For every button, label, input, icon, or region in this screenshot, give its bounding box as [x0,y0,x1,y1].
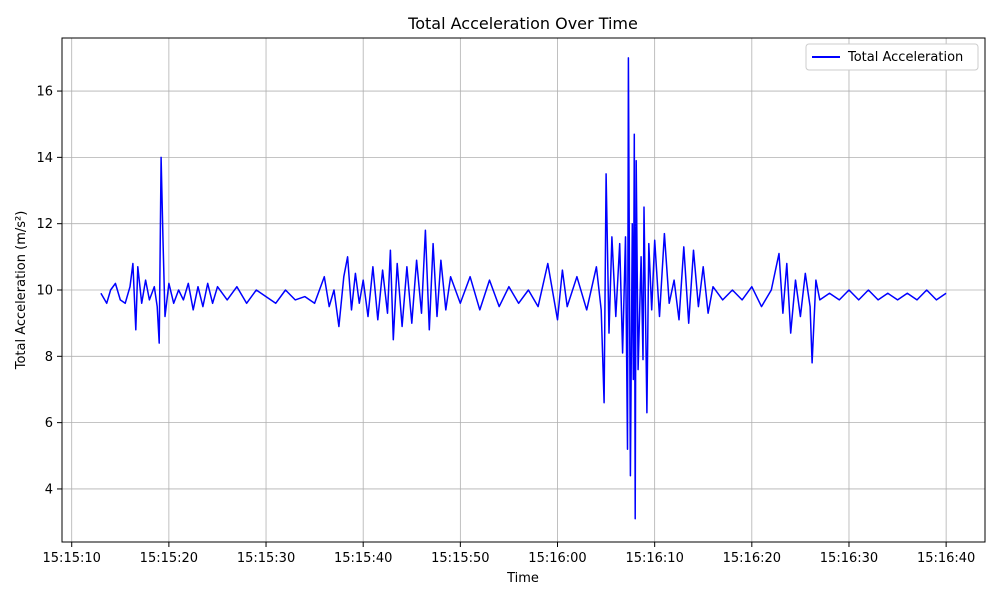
x-tick-label: 15:15:10 [43,551,101,566]
y-tick-label: 4 [45,482,53,497]
y-tick-label: 14 [36,151,53,166]
x-tick-label: 15:16:30 [820,551,878,566]
x-axis-label: Time [506,571,539,586]
x-tick-label: 15:15:20 [140,551,198,566]
grid-lines [62,38,985,542]
x-tick-label: 15:16:00 [528,551,586,566]
axes [57,90,947,547]
x-tick-label: 15:15:50 [431,551,489,566]
y-tick-label: 16 [36,85,53,100]
plot-frame [61,37,986,543]
y-tick-label: 10 [36,284,53,299]
y-tick-label: 12 [36,217,53,232]
legend-box [805,43,979,71]
x-tick-label: 15:15:30 [237,551,295,566]
legend-label: Total Acceleration [847,50,963,65]
series-layer [100,57,947,520]
tick-labels: 15:15:10 15:15:20 15:15:30 15:15:40 15:15:50… [36,85,975,566]
y-tick-label: 8 [45,350,53,365]
legend: Total Acceleration [805,43,979,71]
x-tick-label: 15:16:10 [625,551,683,566]
y-tick-label: 6 [45,416,53,431]
series-line-0 [100,57,947,520]
x-tick-label: 15:16:40 [917,551,975,566]
x-tick-label: 15:15:40 [334,551,392,566]
x-tick-label: 15:16:20 [723,551,781,566]
chart-title: Total Acceleration Over Time [407,14,638,33]
y-axis-label: Total Acceleration (m/s²) [14,211,29,371]
